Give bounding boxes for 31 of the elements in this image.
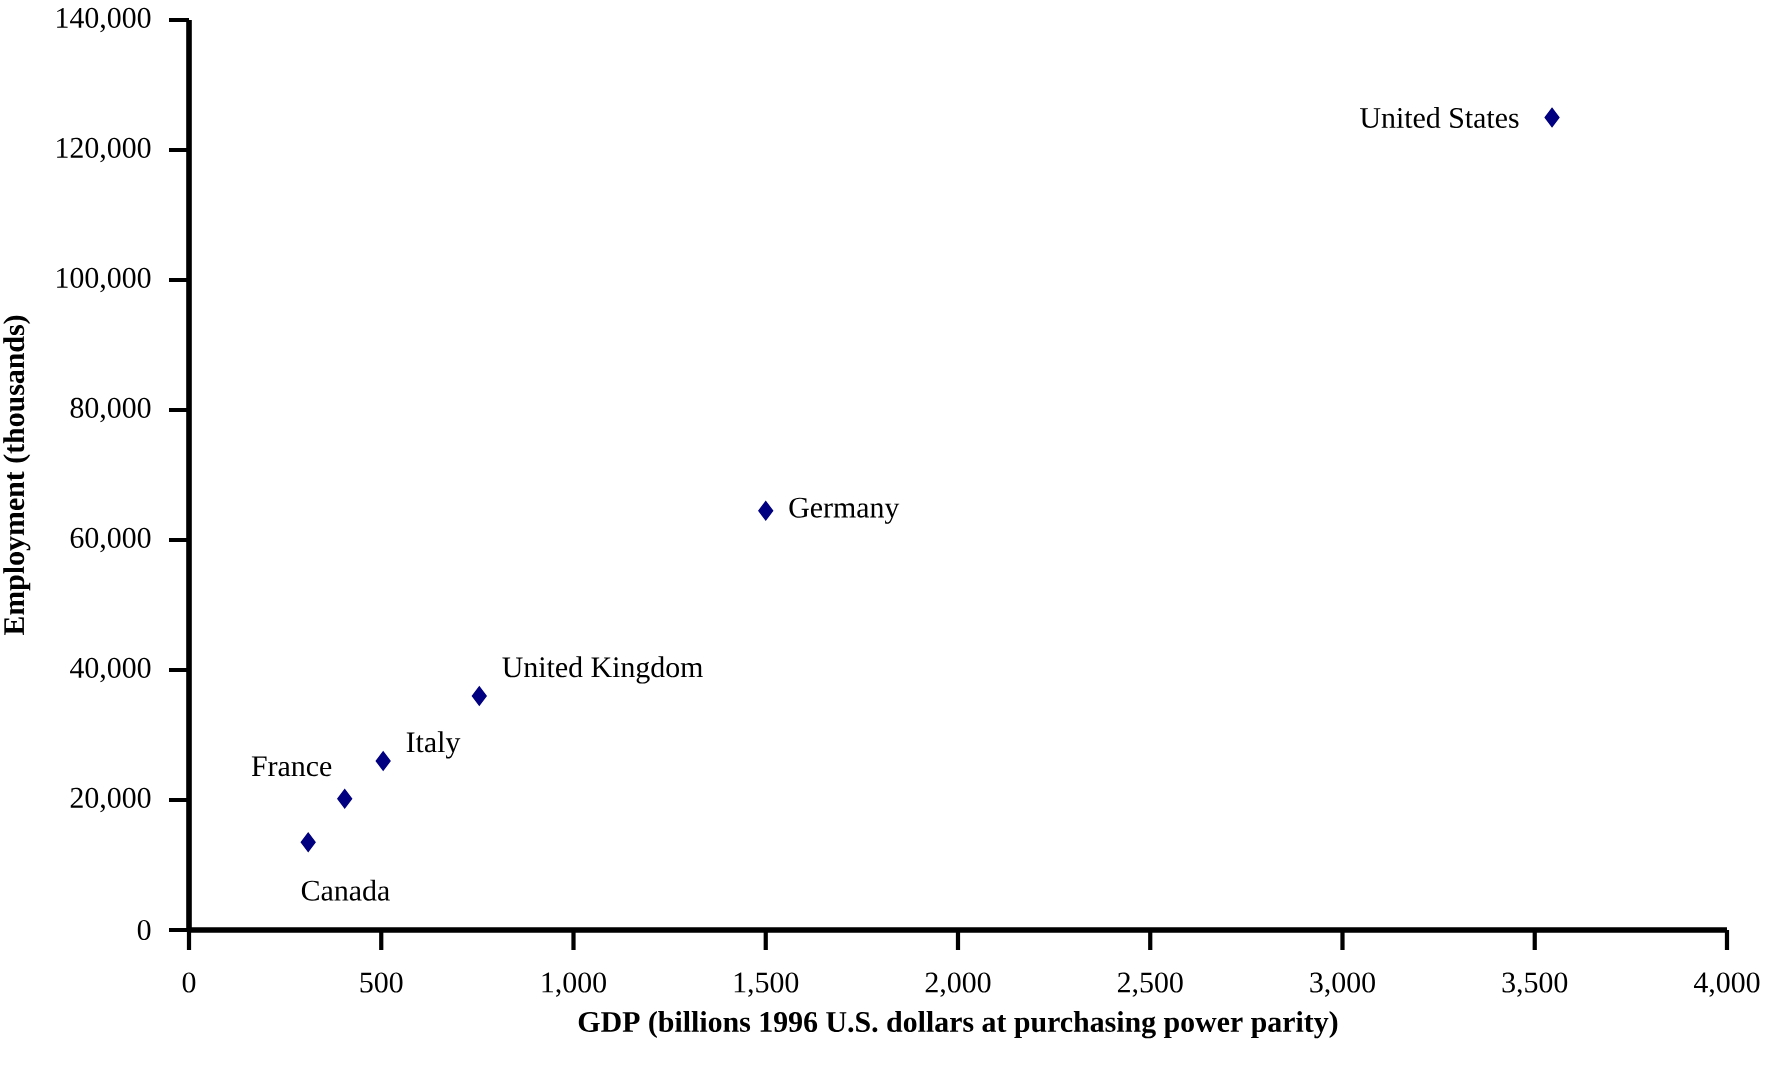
y-tick-label: 120,000: [57, 137, 151, 163]
annotation: United States: [1360, 106, 1519, 128]
annotation: Canada: [301, 879, 390, 901]
point: [300, 832, 316, 853]
y-tick-label: 60,000: [70, 527, 151, 553]
y-tick-label: 140,000: [57, 7, 151, 33]
x-tick-label: 500: [360, 972, 403, 993]
x-tick-label: 2,000: [925, 972, 991, 997]
y-axis-title: Employment (thousands): [3, 315, 31, 636]
x-tick-label: 4,000: [1693, 972, 1760, 997]
point: [471, 686, 487, 706]
annotation: Germany: [789, 497, 900, 524]
y-tick-label: 0: [137, 919, 151, 941]
x-tick-label: 1,000: [542, 972, 606, 997]
x-tick-label: 3,000: [1310, 972, 1375, 997]
annotation: Italy: [406, 731, 461, 759]
point: [758, 500, 774, 521]
annotation: United Kingdom: [502, 656, 703, 684]
x-tick-label: 2,500: [1117, 972, 1183, 997]
y-tick-label: 20,000: [70, 787, 151, 813]
x-tick-label: 1,500: [734, 972, 799, 997]
y-tick-label: 40,000: [70, 657, 151, 683]
x-axis-title: GDP (billions 1996 U.S. dollars at purchasing power parity): [578, 1011, 1338, 1039]
y-tick-label: 100,000: [57, 267, 151, 293]
point: [1544, 107, 1560, 128]
point: [337, 788, 353, 809]
point: [375, 751, 391, 771]
y-tick-label: 80,000: [70, 397, 151, 423]
x-tick-label: 0: [182, 972, 196, 993]
x-tick-label: 3,500: [1502, 972, 1568, 997]
annotation: France: [251, 756, 332, 777]
